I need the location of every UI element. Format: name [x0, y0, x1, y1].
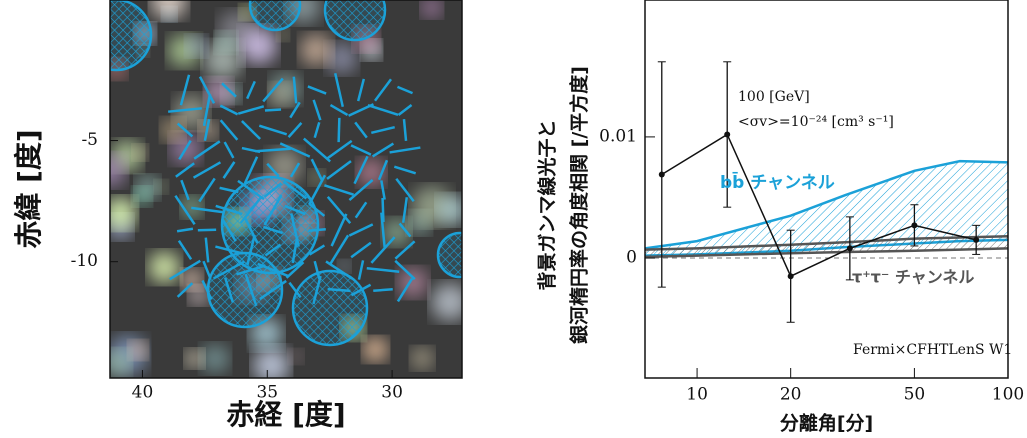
x-axis-label: 赤経 [度]	[226, 398, 345, 431]
y-axis-label: 銀河楕円率の角度相関 [/平方度]	[568, 66, 591, 344]
cluster-circle	[81, 0, 151, 70]
x-tick-label: 10	[686, 385, 708, 405]
map-blob	[129, 341, 148, 360]
map-blob	[132, 187, 151, 206]
map-blob	[240, 27, 277, 64]
band-label: bb̄ チャンネル	[720, 171, 835, 193]
map-blob	[215, 32, 236, 53]
band-label: τ⁺τ⁻ チャンネル	[852, 268, 974, 287]
map-blob	[363, 337, 388, 362]
map-blob	[411, 347, 434, 370]
map-blob	[104, 349, 130, 375]
y-tick-label: 0.01	[599, 126, 637, 146]
map-blob	[437, 195, 467, 225]
map-blob	[289, 349, 304, 364]
map-blob	[133, 145, 148, 160]
map-blob	[104, 197, 136, 229]
annotation: Fermi×CFHTLenS W1	[853, 342, 1012, 358]
x-axis-label: 分離角[分]	[780, 412, 873, 435]
map-blob	[186, 36, 207, 57]
y-axis-label: 背景ガンマ線光子と	[536, 119, 559, 290]
shear-stick	[198, 230, 216, 231]
x-tick-label: 40	[132, 383, 154, 403]
x-tick-label: 100	[992, 385, 1024, 405]
y-axis-label: 赤緯 [度]	[12, 129, 45, 248]
data-point	[973, 237, 979, 243]
page: {"chart_data":[ {"type":"map","xlabel":"…	[0, 0, 1027, 438]
shear-stick	[373, 289, 392, 291]
map-blob	[300, 34, 332, 66]
figure: 403530-5-10赤経 [度]赤緯 [度]10205010000.01分離角…	[0, 0, 1027, 438]
x-tick-label: 20	[780, 385, 802, 405]
y-tick-label: -5	[81, 130, 98, 150]
y-tick-label: -10	[71, 251, 98, 271]
cluster-circle	[438, 233, 482, 277]
map-blob	[269, 83, 292, 106]
y-tick-label: 0	[626, 248, 637, 268]
shear-stick	[339, 118, 340, 142]
map-blob	[277, 29, 289, 41]
map-blob	[185, 349, 204, 368]
cluster-circle	[293, 271, 367, 345]
x-tick-label: 30	[381, 383, 403, 403]
map-blob	[431, 283, 469, 321]
map-blob	[161, 118, 185, 142]
map-image	[81, 0, 482, 384]
data-point	[659, 171, 665, 177]
shear-stick	[308, 229, 326, 231]
map-blob	[201, 344, 230, 373]
shear-stick	[328, 289, 351, 291]
data-point	[911, 222, 917, 228]
shear-stick	[265, 109, 281, 110]
data-point	[788, 273, 794, 279]
data-point	[847, 245, 853, 251]
map-blob	[149, 252, 181, 284]
annotation: <σv>=10⁻²⁴ [cm³ s⁻¹]	[738, 114, 894, 130]
annotation: 100 [GeV]	[738, 89, 810, 105]
x-tick-label: 50	[904, 385, 926, 405]
data-point	[724, 131, 730, 137]
